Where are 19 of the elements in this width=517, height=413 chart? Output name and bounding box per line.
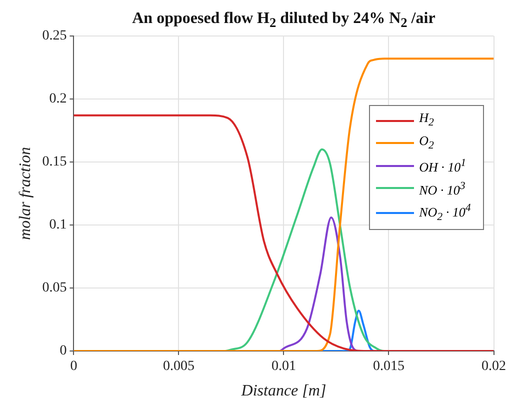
y-axis-title: molar fraction bbox=[16, 147, 34, 240]
y-tick-label: 0.15 bbox=[42, 154, 67, 170]
y-tick-label: 0 bbox=[60, 344, 67, 359]
x-tick-label: 0 bbox=[70, 359, 78, 374]
legend-label: O$_{2}$ bbox=[419, 132, 434, 154]
x-tick-label: 0.005 bbox=[162, 359, 194, 374]
x-tick-label: 0.01 bbox=[271, 359, 296, 374]
y-tick-label: 0.1 bbox=[49, 218, 67, 233]
legend-label: NO$_{2}$ · 10$^{4}$ bbox=[419, 201, 471, 226]
y-tick-label: 0.25 bbox=[42, 28, 67, 44]
x-axis-title: Distance [m] bbox=[240, 382, 326, 400]
chart-title: An oppoesed flow H$_{2}$ diluted by 24% N$_{2}$ /air bbox=[131, 9, 436, 32]
legend-label: OH · 10$^{1}$ bbox=[419, 156, 466, 177]
x-tick-label: 0.02 bbox=[482, 359, 506, 374]
legend-label: H$_{2}$ bbox=[419, 109, 434, 131]
y-tick-label: 0.2 bbox=[49, 92, 67, 107]
legend-label: NO · 10$^{3}$ bbox=[419, 178, 466, 200]
x-tick-label: 0.015 bbox=[372, 359, 404, 374]
y-tick-label: 0.05 bbox=[42, 280, 67, 296]
